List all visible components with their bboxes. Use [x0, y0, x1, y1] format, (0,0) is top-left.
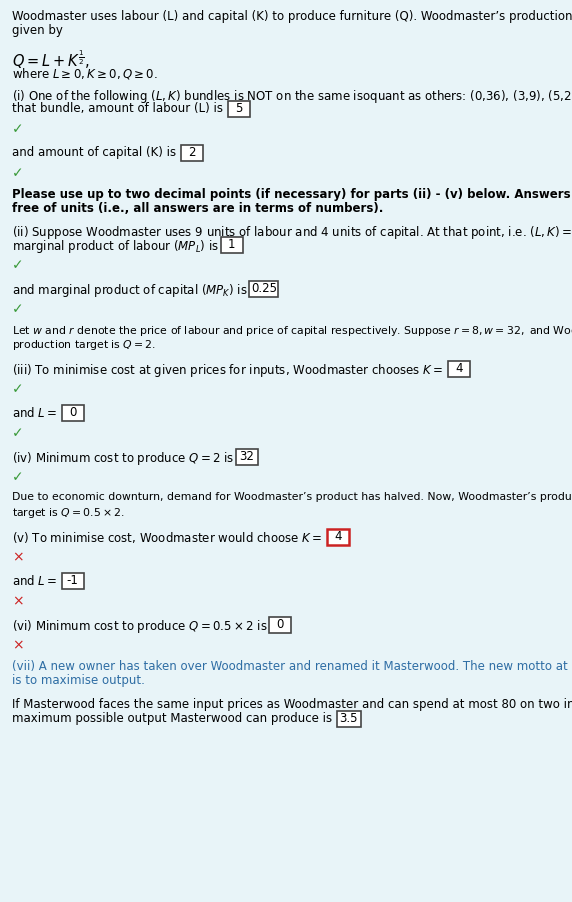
- Text: that bundle, amount of labour (L) is: that bundle, amount of labour (L) is: [12, 102, 227, 115]
- Text: free of units (i.e., all answers are in terms of numbers).: free of units (i.e., all answers are in …: [12, 202, 383, 215]
- Text: ×: ×: [12, 594, 23, 608]
- Text: production target is $Q = 2.$: production target is $Q = 2.$: [12, 338, 156, 352]
- Bar: [236, 449, 258, 465]
- Text: ✓: ✓: [12, 470, 23, 484]
- Text: ✓: ✓: [12, 258, 23, 272]
- Bar: [269, 617, 291, 633]
- Text: 4: 4: [455, 363, 463, 375]
- Text: 0: 0: [69, 407, 77, 419]
- Bar: [181, 145, 203, 161]
- Text: (iv) Minimum cost to produce $Q = 2$ is: (iv) Minimum cost to produce $Q = 2$ is: [12, 450, 235, 467]
- Text: maximum possible output Masterwood can produce is: maximum possible output Masterwood can p…: [12, 712, 336, 725]
- Text: (i) One of the following $(L, K)$ bundles is NOT on the same isoquant as others:: (i) One of the following $(L, K)$ bundle…: [12, 88, 572, 105]
- Text: ✓: ✓: [12, 166, 23, 180]
- Text: and $L =$: and $L =$: [12, 406, 61, 420]
- Text: 3.5: 3.5: [340, 713, 358, 725]
- Text: Due to economic downturn, demand for Woodmaster’s product has halved. Now, Woodm: Due to economic downturn, demand for Woo…: [12, 492, 572, 502]
- Text: marginal product of labour $(MP_L)$ is: marginal product of labour $(MP_L)$ is: [12, 238, 220, 255]
- Text: ✓: ✓: [12, 426, 23, 440]
- Text: Please use up to two decimal points (if necessary) for parts (ii) - (v) below. A: Please use up to two decimal points (if …: [12, 188, 572, 201]
- Text: is to maximise output.: is to maximise output.: [12, 674, 145, 687]
- Text: and marginal product of capital $(MP_K)$ is: and marginal product of capital $(MP_K)$…: [12, 282, 248, 299]
- Text: given by: given by: [12, 24, 63, 37]
- Text: ×: ×: [12, 550, 23, 564]
- Text: 5: 5: [235, 103, 243, 115]
- Bar: [62, 573, 84, 589]
- Text: 2: 2: [188, 146, 196, 160]
- Text: and $L =$: and $L =$: [12, 574, 61, 588]
- Text: 0: 0: [276, 619, 284, 631]
- Bar: [62, 405, 84, 421]
- Bar: [448, 361, 470, 377]
- Text: 32: 32: [240, 450, 255, 464]
- Text: 4: 4: [334, 530, 341, 544]
- Text: ✓: ✓: [12, 122, 23, 136]
- Text: and amount of capital (K) is: and amount of capital (K) is: [12, 146, 180, 159]
- Text: -1: -1: [67, 575, 79, 587]
- Bar: [337, 711, 361, 727]
- Text: If Masterwood faces the same input prices as Woodmaster and can spend at most 80: If Masterwood faces the same input price…: [12, 698, 572, 711]
- Text: Let $w$ and $r$ denote the price of labour and price of capital respectively. Su: Let $w$ and $r$ denote the price of labo…: [12, 324, 572, 338]
- Bar: [249, 281, 279, 297]
- Text: ×: ×: [12, 638, 23, 652]
- Text: (ii) Suppose Woodmaster uses 9 units of labour and 4 units of capital. At that p: (ii) Suppose Woodmaster uses 9 units of …: [12, 224, 572, 241]
- Text: (iii) To minimise cost at given prices for inputs, Woodmaster chooses $K =$: (iii) To minimise cost at given prices f…: [12, 362, 447, 379]
- Text: 0.25: 0.25: [251, 282, 277, 296]
- Text: where $L \geq 0, K \geq 0, Q \geq 0.$: where $L \geq 0, K \geq 0, Q \geq 0.$: [12, 66, 158, 81]
- Text: $Q = L + K^{\frac{1}{2}},$: $Q = L + K^{\frac{1}{2}},$: [12, 48, 90, 71]
- Text: (v) To minimise cost, Woodmaster would choose $K =$: (v) To minimise cost, Woodmaster would c…: [12, 530, 326, 545]
- Text: target is $Q = 0.5 \times 2.$: target is $Q = 0.5 \times 2.$: [12, 506, 125, 520]
- Bar: [221, 237, 243, 253]
- Text: (vii) A new owner has taken over Woodmaster and renamed it Masterwood. The new m: (vii) A new owner has taken over Woodmas…: [12, 660, 572, 673]
- Text: 1: 1: [228, 238, 236, 252]
- Text: (vi) Minimum cost to produce $Q = 0.5 \times 2$ is: (vi) Minimum cost to produce $Q = 0.5 \t…: [12, 618, 268, 635]
- Text: ✓: ✓: [12, 382, 23, 396]
- Bar: [327, 529, 349, 545]
- Text: ✓: ✓: [12, 302, 23, 316]
- Bar: [228, 101, 250, 117]
- Text: Woodmaster uses labour (L) and capital (K) to produce furniture (Q). Woodmaster’: Woodmaster uses labour (L) and capital (…: [12, 10, 572, 23]
